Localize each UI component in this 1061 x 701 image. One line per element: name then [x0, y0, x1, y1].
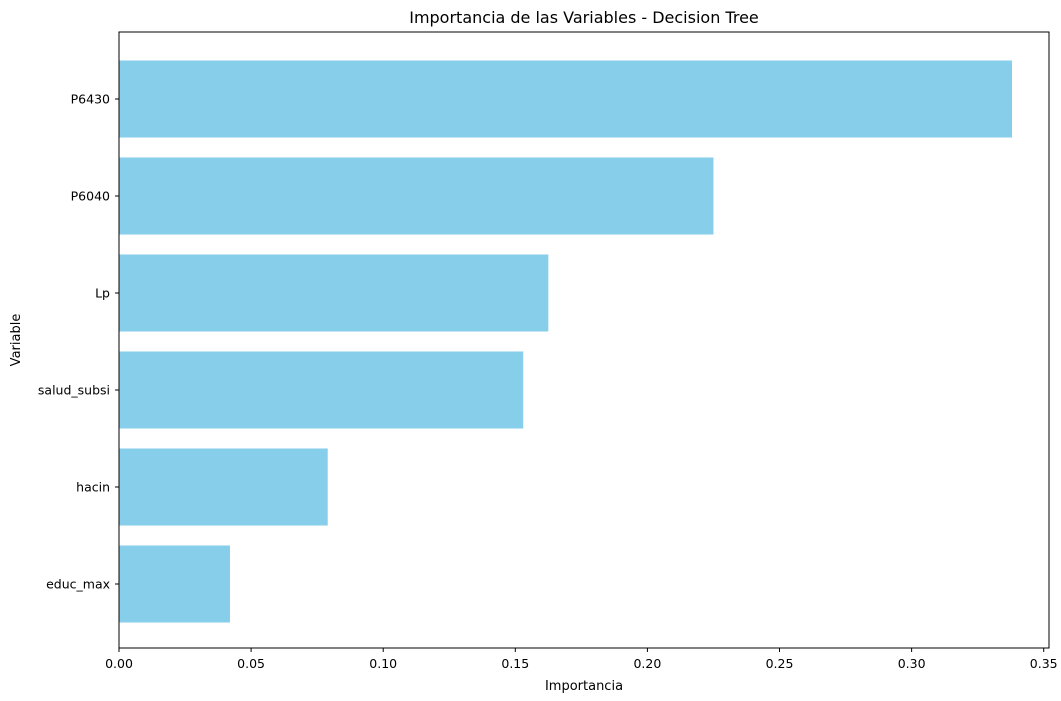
x-tick-label: 0.10: [369, 656, 397, 671]
bar-lp: [119, 254, 549, 332]
bars-group: [119, 60, 1013, 623]
bar-p6040: [119, 157, 714, 235]
x-tick-label: 0.00: [105, 656, 133, 671]
x-tick-label: 0.35: [1030, 656, 1058, 671]
x-tick-label: 0.25: [766, 656, 794, 671]
y-tick-label: P6430: [71, 92, 110, 107]
y-tick-label: Lp: [95, 286, 110, 301]
x-tick-label: 0.15: [501, 656, 529, 671]
y-axis-label: Variable: [9, 314, 24, 367]
x-tick-label: 0.30: [898, 656, 926, 671]
x-tick-label: 0.20: [633, 656, 661, 671]
x-tick-label: 0.05: [237, 656, 265, 671]
y-tick-label: P6040: [71, 189, 110, 204]
bar-salud-subsi: [119, 351, 524, 429]
y-tick-label: hacin: [76, 480, 110, 495]
bar-hacin: [119, 448, 328, 526]
bar-p6430: [119, 60, 1013, 138]
plot-frame: [118, 31, 1050, 649]
bar-educ-max: [119, 545, 230, 623]
y-tick-label: educ_max: [46, 577, 110, 592]
chart-title: Importancia de las Variables - Decision …: [409, 8, 759, 27]
y-tick-label: salud_subsi: [38, 383, 110, 398]
x-axis-label: Importancia: [545, 679, 623, 694]
x-axis-ticks: 0.00 0.05 0.10 0.15 0.20 0.25 0.30 0.35: [105, 648, 1058, 671]
